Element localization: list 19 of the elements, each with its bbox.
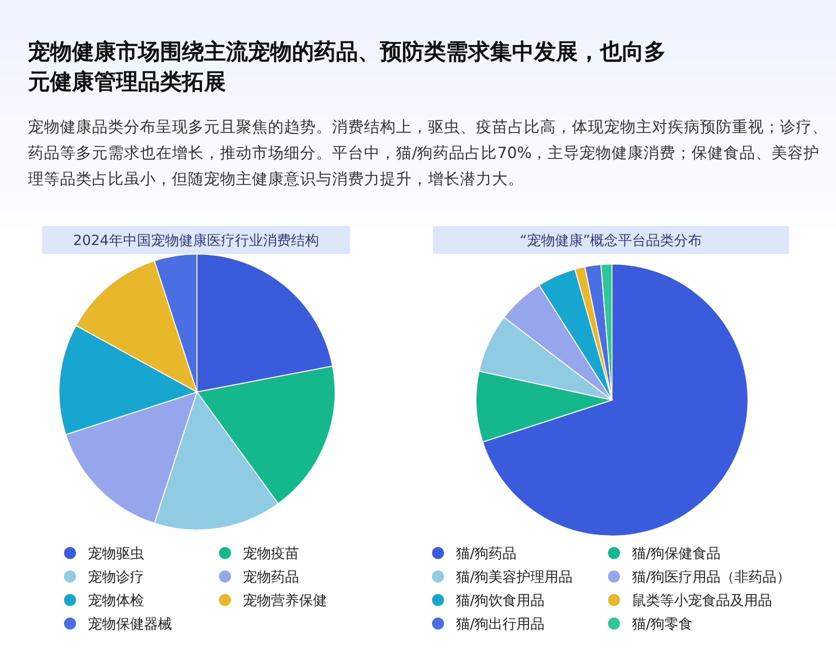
legend-label: 宠物疫苗 [243,546,299,562]
legend-label: 宠物驱虫 [88,546,144,562]
legend-label: 宠物营养保健 [243,593,327,609]
legend-label: 宠物保健器械 [88,616,172,632]
legend-label: 鼠类等小宠食品及用品 [632,593,772,609]
chart-title: “宠物健康”概念平台品类分布 [520,233,702,249]
text: 宠物健康品类分布呈现多元且聚焦的趋势。消费结构上，驱虫、疫苗占比高，体现宠物主对疾病预防重视；诊疗、药品等多元需求也在增长，推动市场细分。平台中，猫/狗药品占比70%，主导宠物健康消费；保健食品、美容护理等品类占比虽小，但随宠物主健康意识与消费力提升，增长潜力大。 [28,117,828,190]
legend-label: 猫/狗保健食品 [632,546,721,562]
legend-label: 猫/狗药品 [456,546,517,562]
legend-label: 猫/狗饮食用品 [456,593,545,609]
legend-label: 猫/狗医疗用品（非药品） [632,570,791,586]
legend-label: 宠物药品 [243,570,299,586]
legend-label: 猫/狗美容护理用品 [456,570,573,586]
text: 宠物健康市场围绕主流宠物的药品、预防类需求集中发展，也向多元健康管理品类拓展 [28,38,667,97]
legend-label: 猫/狗零食 [632,616,693,632]
chart-title: 2024年中国宠物健康医疗行业消费结构 [73,233,319,249]
legend-label: 宠物诊疗 [88,570,144,586]
legend-label: 猫/狗出行用品 [456,616,545,632]
legend-label: 宠物体检 [88,593,144,609]
